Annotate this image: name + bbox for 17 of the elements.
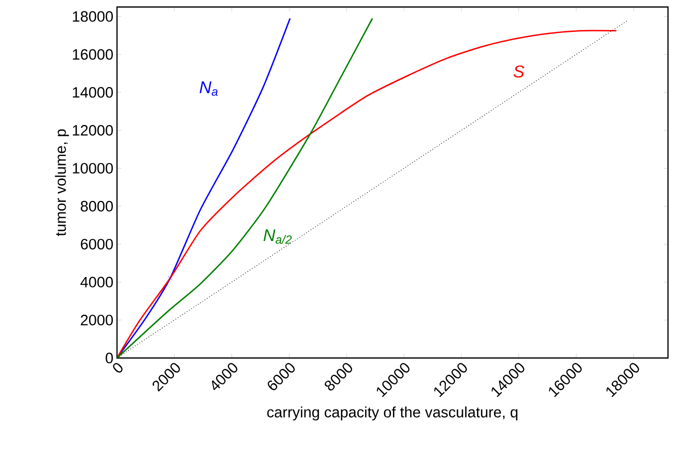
x-axis-title: carrying capacity of the vasculature, q — [267, 406, 518, 420]
y-tick-label: 18000 — [72, 11, 113, 22]
y-tick-label: 14000 — [72, 87, 113, 98]
y-tick-label: 2000 — [80, 314, 113, 326]
y-tick-label: 4000 — [80, 276, 113, 288]
series-label: N$_{a/2}$ — [264, 229, 292, 244]
y-tick-label: 12000 — [72, 125, 113, 136]
y-tick-label: 16000 — [72, 49, 113, 60]
x-tick-label: 0 — [113, 363, 123, 373]
y-tick-label: 10000 — [72, 162, 113, 174]
y-axis-title: tumor volume, p — [54, 129, 69, 236]
line-series — [117, 18, 374, 358]
text: N$_{a}$ — [200, 81, 218, 96]
y-tick-label: 6000 — [80, 238, 113, 250]
y-tick-label: 0 — [106, 352, 113, 364]
series-label: S — [514, 65, 524, 78]
y-tick-label: 8000 — [80, 200, 113, 212]
